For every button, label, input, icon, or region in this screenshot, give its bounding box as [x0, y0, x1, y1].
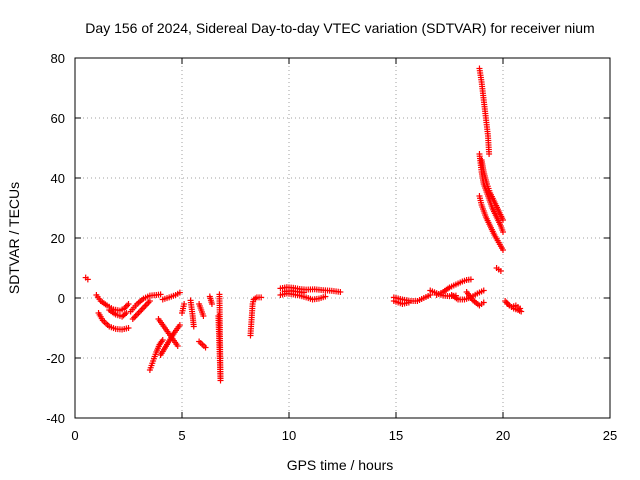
data-point [202, 344, 209, 351]
data-point [176, 322, 183, 328]
data-point [517, 305, 524, 312]
x-tick-label: 5 [178, 428, 185, 443]
data-point [216, 291, 223, 298]
data-point [208, 301, 215, 307]
data-point [480, 299, 487, 306]
data-point [500, 217, 506, 223]
data-point [518, 308, 525, 315]
y-tick-label: 40 [51, 171, 65, 186]
y-tick-label: -40 [46, 411, 65, 426]
data-point [500, 229, 506, 235]
data-point [497, 268, 504, 274]
data-point [181, 301, 188, 307]
x-tick-label: 0 [71, 428, 78, 443]
y-tick-label: 0 [58, 291, 65, 306]
data-point [258, 294, 265, 301]
x-axis-label: GPS time / hours [287, 457, 394, 473]
data-point [337, 289, 344, 295]
data-point [125, 325, 132, 331]
grid-lines [75, 58, 610, 418]
data-point [480, 287, 487, 294]
data-point [467, 276, 474, 283]
axis-ticks: 0 5 10 15 20 25 -40 -20 0 20 40 60 80 [46, 51, 617, 443]
y-tick-label: 80 [51, 51, 65, 66]
data-point [176, 289, 183, 296]
data-point [123, 310, 130, 316]
data-point [486, 151, 493, 157]
data-point [322, 293, 329, 300]
y-axis-label: SDTVAR / TECUs [6, 182, 22, 294]
data-point [157, 291, 164, 298]
data-point [300, 289, 307, 296]
x-tick-label: 15 [389, 428, 403, 443]
data-point [405, 299, 412, 306]
x-tick-label: 25 [603, 428, 617, 443]
plot-frame [74, 57, 611, 419]
data-point [159, 337, 166, 343]
data-point [174, 343, 181, 349]
y-tick-label: 60 [51, 111, 65, 126]
data-marks [82, 65, 525, 384]
data-point [146, 298, 153, 304]
data-point [84, 276, 91, 283]
data-point [200, 313, 207, 319]
y-tick-label: 20 [51, 231, 65, 246]
x-tick-label: 20 [496, 428, 510, 443]
data-point [500, 247, 506, 253]
y-tick-label: -20 [46, 351, 65, 366]
data-point [190, 323, 197, 330]
chart-title: Day 156 of 2024, Sidereal Day-to-day VTE… [85, 20, 594, 36]
data-point [125, 301, 132, 307]
x-tick-label: 10 [282, 428, 296, 443]
